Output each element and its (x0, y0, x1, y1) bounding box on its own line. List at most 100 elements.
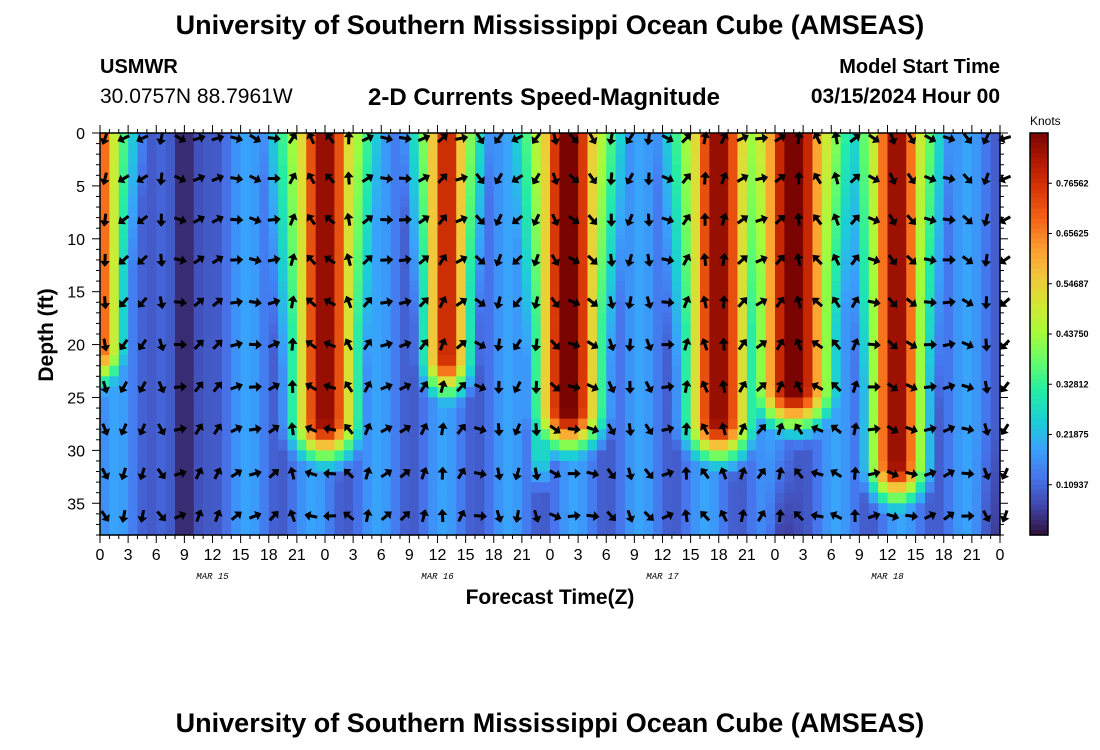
heatmap-cell (390, 175, 401, 187)
heatmap-cell (896, 185, 907, 198)
heatmap-cell (859, 492, 870, 504)
heatmap-cell (859, 429, 870, 441)
current-arrow (681, 466, 692, 480)
heatmap-cell (606, 397, 617, 409)
heatmap-cell (934, 460, 945, 473)
heatmap-cell (934, 302, 945, 314)
heatmap-cell (203, 334, 214, 346)
heatmap-cell (146, 376, 157, 388)
heatmap-cell (681, 270, 692, 282)
heatmap-cell (175, 450, 185, 462)
current-arrow (1000, 339, 1011, 350)
heatmap-cell (409, 482, 420, 494)
heatmap-cell (465, 365, 476, 377)
heatmap-cell (446, 365, 457, 377)
heatmap-cell (371, 397, 382, 409)
heatmap-cell (137, 270, 148, 282)
heatmap-cell (915, 291, 926, 303)
heatmap-cell (250, 302, 260, 314)
heatmap-cell (390, 312, 401, 325)
heatmap-cell (803, 471, 814, 483)
colorbar-segment (1030, 278, 1048, 285)
current-arrow (681, 509, 692, 523)
heatmap-cell (268, 175, 279, 187)
heatmap-cell (775, 185, 785, 198)
heatmap-cell (925, 450, 935, 462)
heatmap-cell (615, 397, 626, 409)
heatmap-cell (540, 281, 551, 293)
x-tick-label: 6 (377, 547, 386, 564)
heatmap-cell (793, 503, 804, 515)
heatmap-cell (765, 482, 776, 494)
current-arrow (793, 511, 805, 522)
heatmap-cell (109, 323, 120, 335)
current-arrow (474, 254, 486, 265)
heatmap-cell (315, 365, 326, 377)
heatmap-cell (362, 334, 373, 346)
heatmap-cell (503, 143, 514, 155)
heatmap-cell (737, 450, 748, 462)
colorbar-segment (1030, 143, 1048, 149)
heatmap-cell (156, 154, 167, 166)
heatmap-cell (390, 344, 401, 356)
heatmap-cell (193, 259, 204, 272)
heatmap-cell (681, 524, 692, 536)
heatmap-cell (156, 376, 167, 388)
heatmap-cell (643, 524, 654, 536)
heatmap-cell (681, 492, 692, 504)
heatmap-cell (503, 302, 514, 314)
heatmap-cell (371, 408, 382, 420)
heatmap-cell (971, 439, 982, 451)
heatmap-cell (971, 312, 982, 325)
heatmap-cell (737, 429, 748, 441)
heatmap-cell (578, 217, 589, 229)
heatmap-cell (137, 429, 148, 441)
heatmap-cell (859, 228, 870, 240)
heatmap-cell (437, 460, 448, 473)
heatmap-cell (521, 460, 532, 473)
heatmap-cell (915, 196, 926, 208)
heatmap-cell (793, 460, 804, 473)
heatmap-cell (953, 249, 964, 261)
heatmap-cell (175, 344, 185, 356)
heatmap-cell (775, 482, 785, 494)
current-arrow (755, 173, 769, 184)
heatmap-cell (259, 259, 270, 272)
heatmap-cell (259, 196, 270, 208)
heatmap-cell (915, 175, 926, 187)
heatmap-cell (737, 291, 748, 303)
heatmap-cell (606, 386, 617, 399)
heatmap-cell (165, 196, 176, 208)
colorbar-segment (1030, 349, 1048, 355)
current-arrow (942, 381, 956, 392)
heatmap-cell (343, 196, 354, 208)
heatmap-cell (859, 334, 870, 346)
heatmap-cell (212, 281, 223, 293)
heatmap-cell (118, 323, 129, 335)
heatmap-cell (690, 291, 701, 303)
heatmap-cell (596, 482, 607, 494)
heatmap-cell (250, 143, 260, 155)
heatmap-cell (587, 482, 598, 494)
heatmap-cell (156, 450, 167, 462)
heatmap-cell (268, 217, 279, 229)
heatmap-cell (465, 302, 476, 314)
heatmap-cell (878, 238, 889, 250)
heatmap-cell (456, 439, 467, 451)
heatmap-cell (690, 175, 701, 187)
heatmap-cell (465, 281, 476, 293)
heatmap-cell (465, 513, 476, 526)
colorbar-segment (1030, 519, 1048, 526)
current-arrow (550, 296, 560, 308)
heatmap-cell (231, 238, 242, 250)
heatmap-cell (550, 281, 560, 293)
heatmap-cell (231, 291, 242, 303)
heatmap-cell (718, 185, 729, 198)
heatmap-cell (428, 386, 439, 399)
heatmap-cell (400, 503, 410, 515)
heatmap-cell (896, 355, 907, 367)
heatmap-cell (746, 386, 757, 399)
heatmap-cell (746, 334, 757, 346)
current-arrow (306, 172, 316, 185)
